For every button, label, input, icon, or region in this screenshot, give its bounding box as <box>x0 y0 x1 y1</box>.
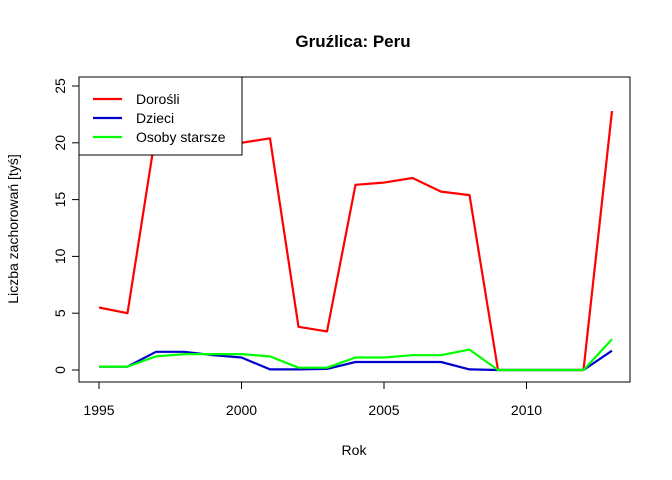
x-axis: 1995 2000 2005 2010 <box>83 381 542 418</box>
x-tick-label: 2000 <box>226 402 257 418</box>
legend-box <box>78 76 243 156</box>
series-line-3 <box>99 338 613 372</box>
y-tick-label: 25 <box>52 78 68 94</box>
y-tick-label: 0 <box>52 366 68 374</box>
x-axis-label: Rok <box>342 442 368 458</box>
chart-title: Gruźlica: Peru <box>295 32 410 51</box>
legend-label: Dorośli <box>136 91 180 107</box>
legend-label: Dzieci <box>136 110 174 126</box>
y-tick-label: 15 <box>52 192 68 208</box>
legend: Dorośli Dzieci Osoby starsze <box>78 76 243 156</box>
x-tick-label: 1995 <box>83 402 114 418</box>
y-tick-label: 20 <box>52 135 68 151</box>
x-tick-label: 2005 <box>368 402 399 418</box>
y-tick-label: 10 <box>52 248 68 264</box>
legend-label: Osoby starsze <box>136 129 226 145</box>
x-tick-label: 2010 <box>511 402 542 418</box>
y-axis: 0 5 10 15 20 25 <box>52 78 80 374</box>
y-axis-label: Liczba zachorowań [tyś] <box>5 154 21 303</box>
y-tick-label: 5 <box>52 309 68 317</box>
series-line-2 <box>99 349 613 372</box>
